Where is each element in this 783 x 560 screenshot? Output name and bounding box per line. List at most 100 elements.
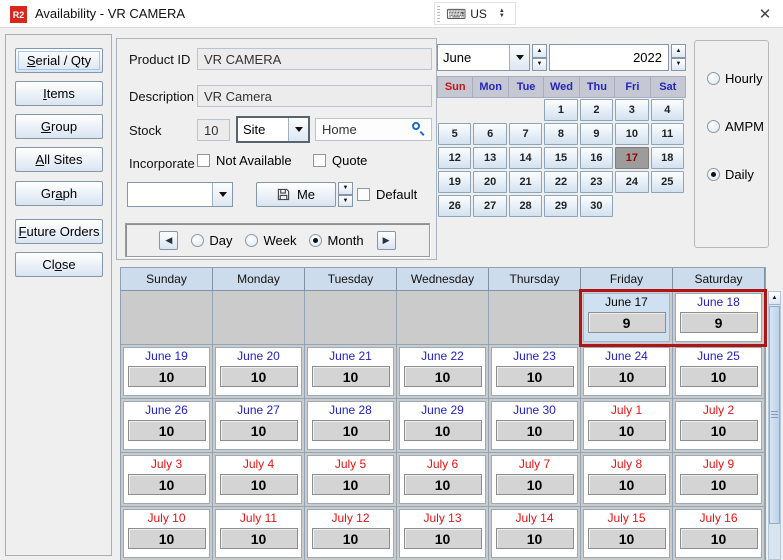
year-spinner[interactable]: ▲ ▼ [671,44,686,71]
availability-qty-button[interactable]: 10 [587,420,666,441]
calendar-day-cell-june-20[interactable]: June 20 10 [213,345,305,399]
chevron-down-icon[interactable] [509,45,529,70]
availability-qty-button[interactable]: 10 [403,474,482,495]
triangle-up-icon[interactable]: ▲ [671,44,686,58]
calendar-day-cell-july-14[interactable]: July 14 10 [489,507,581,560]
availability-qty-button[interactable]: 10 [127,420,206,441]
mini-calendar-day-10[interactable]: 10 [615,123,649,145]
sidebar-button-serial-qty[interactable]: Serial / Qty [15,48,103,73]
availability-qty-button[interactable]: 10 [127,366,206,387]
calendar-day-cell-june-28[interactable]: June 28 10 [305,399,397,453]
mini-calendar-day-16[interactable]: 16 [579,147,614,169]
mini-calendar-day-3[interactable]: 3 [615,99,649,121]
default-option[interactable]: Default [357,187,417,202]
mini-calendar-day-4[interactable]: 4 [650,99,684,121]
language-bar[interactable]: ⌨ US ▲ ▼ [434,2,516,25]
next-period-button[interactable]: ▶ [376,230,396,250]
availability-qty-button[interactable]: 10 [403,366,482,387]
availability-qty-button[interactable]: 10 [495,528,574,549]
calendar-day-cell-july-8[interactable]: July 8 10 [581,453,673,507]
availability-qty-button[interactable]: 10 [219,366,298,387]
availability-qty-button[interactable]: 10 [403,528,482,549]
triangle-down-icon[interactable]: ▼ [338,194,353,207]
previous-period-button[interactable]: ◀ [159,230,179,250]
calendar-day-cell-june-22[interactable]: June 22 10 [397,345,489,399]
calendar-day-cell-june-19[interactable]: June 19 10 [121,345,213,399]
availability-qty-button[interactable]: 10 [403,420,482,441]
mini-calendar-day-5[interactable]: 5 [438,123,472,145]
calendar-day-cell-june-18[interactable]: June 18 9 [673,291,765,345]
scroll-up-arrow-icon[interactable]: ▲ [769,292,780,305]
week-radio[interactable] [245,233,259,247]
mini-calendar-day-22[interactable]: 22 [544,171,578,193]
availability-qty-button[interactable]: 10 [679,420,758,441]
availability-qty-button[interactable]: 10 [587,528,666,549]
calendar-day-cell-june-29[interactable]: June 29 10 [397,399,489,453]
quote-checkbox[interactable] [313,154,326,167]
ampm-radio[interactable] [707,120,720,133]
month-radio[interactable] [309,233,323,247]
triangle-down-icon[interactable]: ▼ [338,182,353,195]
site-value-field[interactable]: Home [315,118,432,141]
availability-qty-button[interactable]: 10 [311,474,390,495]
scrollbar-thumb[interactable] [769,306,780,524]
mini-calendar-day-1[interactable]: 1 [544,99,578,121]
calendar-day-cell-july-5[interactable]: July 5 10 [305,453,397,507]
month-spinner[interactable]: ▲ ▼ [532,44,547,71]
mini-calendar-day-7[interactable]: 7 [508,123,543,145]
month-combobox[interactable]: June [437,44,530,71]
not-available-option[interactable]: Not Available [197,153,292,168]
mini-calendar-day-23[interactable]: 23 [579,171,614,193]
calendar-day-cell-july-13[interactable]: July 13 10 [397,507,489,560]
mini-calendar-day-14[interactable]: 14 [508,147,543,169]
calendar-day-cell-july-10[interactable]: July 10 10 [121,507,213,560]
calendar-day-cell-june-26[interactable]: June 26 10 [121,399,213,453]
mini-calendar-day-28[interactable]: 28 [508,195,543,217]
triangle-down-icon[interactable]: ▼ [532,57,547,71]
availability-qty-button[interactable]: 9 [679,312,758,333]
granularity-option-ampm[interactable]: AMPM [707,119,764,134]
availability-qty-button[interactable]: 10 [679,528,758,549]
day-radio[interactable] [191,233,205,247]
calendar-scrollbar[interactable]: ▲ [768,291,781,560]
calendar-day-cell-june-24[interactable]: June 24 10 [581,345,673,399]
calendar-day-cell-june-30[interactable]: June 30 10 [489,399,581,453]
stock-field[interactable]: 10 [197,119,230,141]
calendar-day-cell-june-25[interactable]: June 25 10 [673,345,765,399]
quote-option[interactable]: Quote [313,153,367,168]
year-field[interactable]: 2022 [549,44,669,71]
calendar-day-cell-july-9[interactable]: July 9 10 [673,453,765,507]
mini-calendar-day-9[interactable]: 9 [579,123,614,145]
availability-qty-button[interactable]: 10 [127,474,206,495]
view-option-week[interactable]: Week [245,233,296,248]
calendar-day-cell-july-11[interactable]: July 11 10 [213,507,305,560]
sidebar-button-all-sites[interactable]: All Sites [15,147,103,172]
mini-calendar-day-24[interactable]: 24 [615,171,649,193]
availability-qty-button[interactable]: 10 [495,420,574,441]
daily-radio[interactable] [707,168,720,181]
calendar-day-cell-july-2[interactable]: July 2 10 [673,399,765,453]
mini-calendar-day-13[interactable]: 13 [473,147,507,169]
save-me-button[interactable]: Me [256,182,336,207]
not-available-checkbox[interactable] [197,154,210,167]
mini-calendar-day-6[interactable]: 6 [473,123,507,145]
view-option-day[interactable]: Day [191,233,232,248]
mini-calendar-day-26[interactable]: 26 [438,195,472,217]
availability-qty-button[interactable]: 10 [219,474,298,495]
sidebar-button-future-orders[interactable]: Future Orders [15,219,103,244]
site-selector-combobox[interactable]: Site [236,116,310,143]
close-window-button[interactable]: ✕ [758,6,772,23]
hourly-radio[interactable] [707,72,720,85]
availability-qty-button[interactable]: 10 [127,528,206,549]
search-icon[interactable] [412,122,426,136]
mini-calendar-day-30[interactable]: 30 [579,195,614,217]
sidebar-button-items[interactable]: Items [15,81,103,106]
calendar-day-cell-july-1[interactable]: July 1 10 [581,399,673,453]
calendar-day-cell-june-27[interactable]: June 27 10 [213,399,305,453]
mini-calendar-day-29[interactable]: 29 [544,195,578,217]
calendar-day-cell-june-23[interactable]: June 23 10 [489,345,581,399]
availability-qty-button[interactable]: 10 [219,528,298,549]
product-id-field[interactable]: VR CAMERA [197,48,432,70]
calendar-day-cell-june-21[interactable]: June 21 10 [305,345,397,399]
availability-qty-button[interactable]: 9 [587,312,666,333]
